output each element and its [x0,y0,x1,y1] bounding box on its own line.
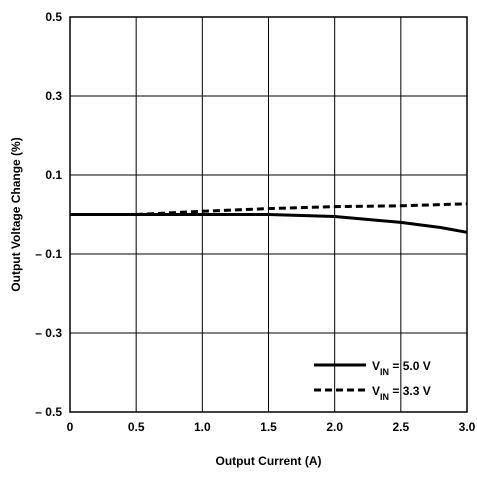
y-tick-label: 0.3 [45,89,62,103]
x-tick-label: 2.5 [392,420,409,434]
x-axis-title: Output Current (A) [216,454,322,468]
series-group [70,202,468,234]
y-tick-label: 0.5 [45,10,62,24]
y-axis-title: Output Voltage Change (%) [9,137,23,291]
legend-subscript: IN [380,392,389,402]
y-tick-label: – 0.1 [35,247,62,261]
y-axis-ticks: 0.5 0.3 0.1 – 0.1 – 0.3 – 0.5 [35,10,62,419]
legend-value: = 3.3 V [389,384,431,398]
x-tick-label: 0 [67,420,74,434]
legend-symbol: V [372,384,380,398]
legend-label-2: VIN = 3.3 V [372,384,431,402]
legend-label-1: VIN = 5.0 V [372,359,431,377]
y-tick-label: – 0.3 [35,326,62,340]
legend-symbol: V [372,359,380,373]
plot-area-frame [69,16,468,413]
x-tick-label: 3.0 [459,420,476,434]
legend-subscript: IN [380,367,389,377]
x-axis-ticks: 0 0.5 1.0 1.5 2.0 2.5 3.0 [67,420,476,434]
legend-value: = 5.0 V [389,359,431,373]
x-tick-label: 1.0 [194,420,211,434]
x-tick-label: 2.0 [326,420,343,434]
series-line-2 [70,202,468,216]
y-tick-label: – 0.5 [35,405,62,419]
y-tick-label: 0.1 [45,168,62,182]
x-tick-label: 1.5 [260,420,277,434]
x-tick-label: 0.5 [128,420,145,434]
